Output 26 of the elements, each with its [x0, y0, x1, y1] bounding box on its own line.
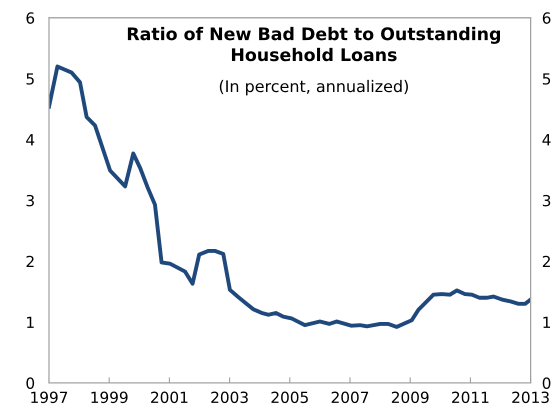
y-tick-label: 1 — [27, 316, 34, 328]
x-tick-label: 2001 — [151, 392, 188, 404]
x-tick-label: 2013 — [512, 392, 549, 404]
y-tick-label: 6 — [26, 12, 34, 24]
y-tick-label: 4 — [26, 134, 34, 146]
x-tick-label: 1999 — [91, 392, 128, 404]
y2-tick-label: 1 — [543, 316, 550, 328]
text: Ratio of New Bad Debt to Outstanding Household Loans — [128, 26, 500, 62]
y2-tick-label: 6 — [542, 12, 550, 24]
y2-tick-label: 4 — [542, 134, 551, 146]
y2-tick-label: 3 — [542, 194, 550, 206]
y2-tick-label: 5 — [542, 73, 550, 85]
y-tick-label: 5 — [26, 73, 34, 85]
y-tick-label: 3 — [26, 194, 34, 206]
y2-tick-label: 0 — [542, 377, 550, 389]
x-tick-label: 2003 — [211, 392, 248, 404]
x-tick-label: 2009 — [392, 392, 429, 404]
x-tick-label: 2007 — [332, 392, 368, 404]
y-tick-label: 0 — [26, 377, 34, 389]
x-tick-label: 2005 — [271, 392, 308, 404]
y2-tick-label: 2 — [542, 256, 550, 268]
y-tick-label: 2 — [26, 256, 34, 268]
line-series — [49, 64, 531, 329]
x-tick-label: 2011 — [452, 392, 488, 404]
x-tick-label: 1997 — [31, 392, 68, 404]
text: (In percent, annualized) — [220, 80, 408, 96]
